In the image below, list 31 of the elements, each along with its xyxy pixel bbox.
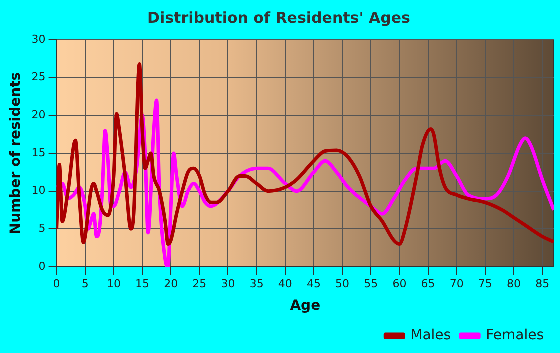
- x-tick-label: 25: [192, 277, 207, 290]
- legend-label: Males: [410, 328, 452, 344]
- x-tick-label: 50: [336, 277, 350, 290]
- legend-label: Females: [486, 328, 544, 344]
- x-axis-title: Age: [290, 298, 321, 314]
- x-tick-label: 10: [106, 277, 121, 290]
- y-tick-label: 5: [38, 222, 46, 236]
- x-tick-label: 20: [164, 277, 178, 290]
- line-series: [56, 62, 554, 246]
- y-tick-label: 0: [38, 260, 46, 273]
- y-tick-label: 15: [32, 146, 46, 160]
- x-tick-label: 70: [450, 277, 464, 290]
- x-tick-label: 5: [82, 277, 89, 290]
- x-tick-label: 40: [278, 277, 292, 290]
- x-tick-label: 30: [221, 277, 236, 290]
- y-tick-label: 10: [32, 184, 46, 198]
- x-tick-label: 65: [421, 277, 436, 290]
- x-tick-label: 45: [306, 277, 321, 290]
- y-tick-label: 30: [32, 32, 46, 46]
- x-tick-label: 60: [392, 277, 407, 290]
- x-tick-label: 0: [53, 277, 60, 290]
- x-tick-label: 75: [478, 277, 492, 290]
- x-tick-label: 80: [506, 277, 521, 290]
- y-tick-label: 25: [32, 70, 46, 84]
- x-tick-label: 35: [250, 277, 264, 290]
- x-tick-label: 55: [364, 277, 378, 290]
- chart-title: Distribution of Residents' Ages: [148, 8, 411, 27]
- x-tick-label: 85: [536, 277, 550, 290]
- y-axis-title: Number of residents: [8, 72, 24, 235]
- y-tick-label: 20: [32, 108, 46, 122]
- x-tick-label: 15: [136, 277, 150, 290]
